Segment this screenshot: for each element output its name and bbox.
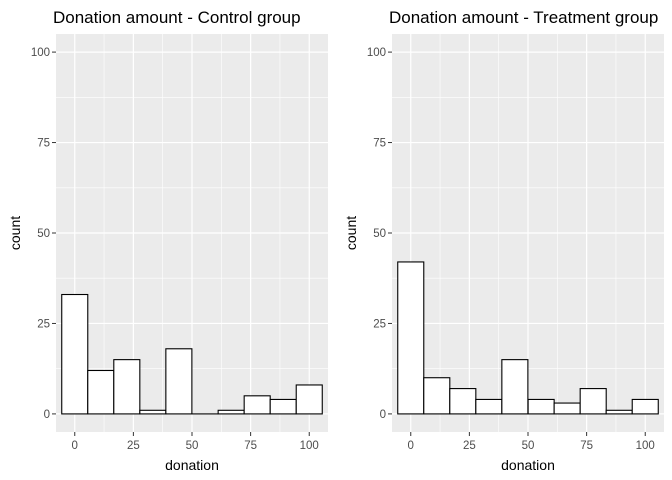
y-tick-label: 75 <box>37 138 50 150</box>
x-tick-label: 25 <box>127 440 140 452</box>
chart-title: Donation amount - Control group <box>53 8 301 27</box>
histogram-bar <box>605 409 633 415</box>
y-tick-label: 0 <box>380 409 386 421</box>
x-axis-title: donation <box>165 457 219 473</box>
chart-title: Donation amount - Treatment group <box>389 8 658 27</box>
histogram-bar <box>631 398 659 415</box>
histogram-bar <box>87 369 115 415</box>
y-tick-label: 25 <box>37 318 50 330</box>
x-tick-label: 50 <box>522 440 535 452</box>
histogram-bar <box>139 409 167 415</box>
y-tick-label: 75 <box>373 138 386 150</box>
y-tick-label: 50 <box>37 228 50 240</box>
x-axis-title: donation <box>501 457 555 473</box>
histogram-bar <box>243 395 271 415</box>
y-tick-label: 100 <box>367 47 386 59</box>
y-tick-label: 25 <box>373 318 386 330</box>
histogram-bar <box>295 384 323 415</box>
histogram-bar <box>475 398 503 415</box>
histogram-bar <box>527 398 555 415</box>
y-tick-label: 0 <box>44 409 50 421</box>
histogram-bar <box>579 388 607 415</box>
y-axis-title: count <box>343 216 359 250</box>
x-tick-label: 25 <box>463 440 476 452</box>
histogram-bar <box>449 388 477 415</box>
x-tick-label: 75 <box>244 440 257 452</box>
histogram-bar <box>61 293 89 415</box>
histogram-bar <box>269 398 297 415</box>
histogram-bar <box>113 359 141 415</box>
histogram-bar <box>553 402 581 415</box>
y-tick-label: 50 <box>373 228 386 240</box>
y-tick-label: 100 <box>31 47 50 59</box>
x-tick-label: 100 <box>300 440 319 452</box>
y-axis-title: count <box>7 216 23 250</box>
x-tick-label: 0 <box>72 440 78 452</box>
x-tick-label: 0 <box>408 440 414 452</box>
histogram-bar <box>423 377 451 415</box>
histogram-bar <box>165 348 193 415</box>
x-tick-label: 50 <box>186 440 199 452</box>
x-tick-label: 75 <box>580 440 593 452</box>
histogram-bar <box>217 409 245 415</box>
histogram-bar <box>397 261 425 415</box>
x-tick-label: 100 <box>636 440 655 452</box>
histogram-bar <box>501 359 529 415</box>
